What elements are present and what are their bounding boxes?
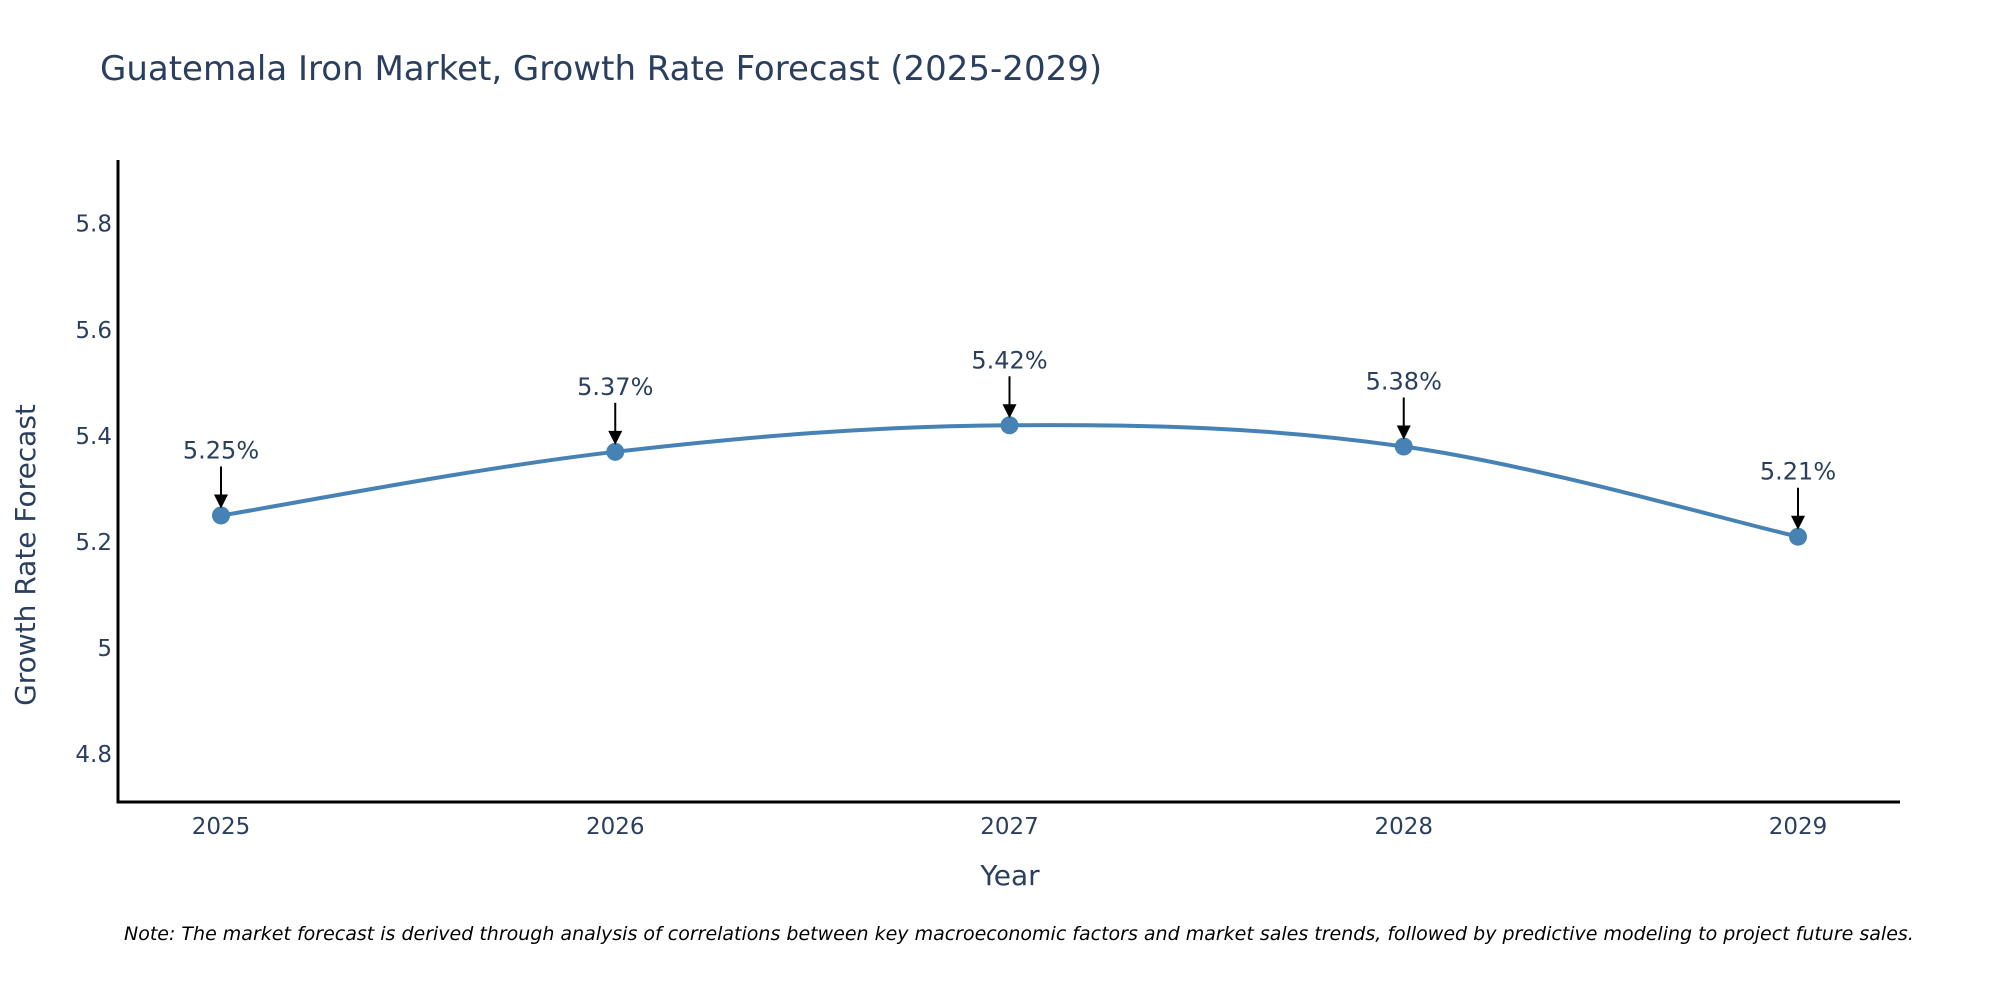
annotation-arrow-head <box>1396 425 1411 440</box>
x-tick-label: 2025 <box>192 814 251 840</box>
y-tick-label: 5.4 <box>75 424 112 450</box>
data-point <box>1394 437 1413 456</box>
data-label: 5.38% <box>1366 368 1442 396</box>
data-label: 5.25% <box>183 436 259 464</box>
y-tick-label: 4.8 <box>75 742 112 768</box>
x-tick-label: 2026 <box>586 814 645 840</box>
annotation-arrow-head <box>1791 515 1805 530</box>
chart-title: Guatemala Iron Market, Growth Rate Forec… <box>100 49 1102 89</box>
x-tick-label: 2027 <box>980 814 1039 840</box>
x-tick-label: 2029 <box>1769 814 1828 840</box>
x-tick-label: 2028 <box>1374 814 1433 840</box>
data-point <box>212 506 230 525</box>
annotation-arrow-head <box>608 430 623 445</box>
y-tick-label: 5.8 <box>75 212 112 238</box>
data-point <box>1789 527 1807 546</box>
data-label: 5.42% <box>971 346 1047 374</box>
y-axis-title: Growth Rate Forecast <box>9 404 42 706</box>
data-markers <box>212 416 1807 546</box>
data-label: 5.37% <box>577 373 653 401</box>
data-label: 5.21% <box>1760 458 1836 486</box>
y-tick-label: 5.2 <box>75 530 112 556</box>
x-axis-title: Year <box>979 859 1040 892</box>
y-axis-ticks: 4.8 5 5.2 5.4 5.6 5.8 <box>75 212 112 769</box>
data-annotations: 5.25% 5.37% 5.42% 5.38% 5.21% <box>183 346 1836 530</box>
annotation-arrow-head <box>214 494 228 509</box>
series-line <box>220 423 1799 539</box>
annotation-arrow-head <box>1002 404 1017 419</box>
footnote: Note: The market forecast is derived thr… <box>124 923 1914 945</box>
data-point <box>606 442 625 461</box>
y-tick-label: 5 <box>97 636 112 662</box>
x-axis-ticks: 2025 2026 2027 2028 2029 <box>192 814 1828 840</box>
y-tick-label: 5.6 <box>75 318 112 344</box>
data-point <box>1000 416 1019 435</box>
